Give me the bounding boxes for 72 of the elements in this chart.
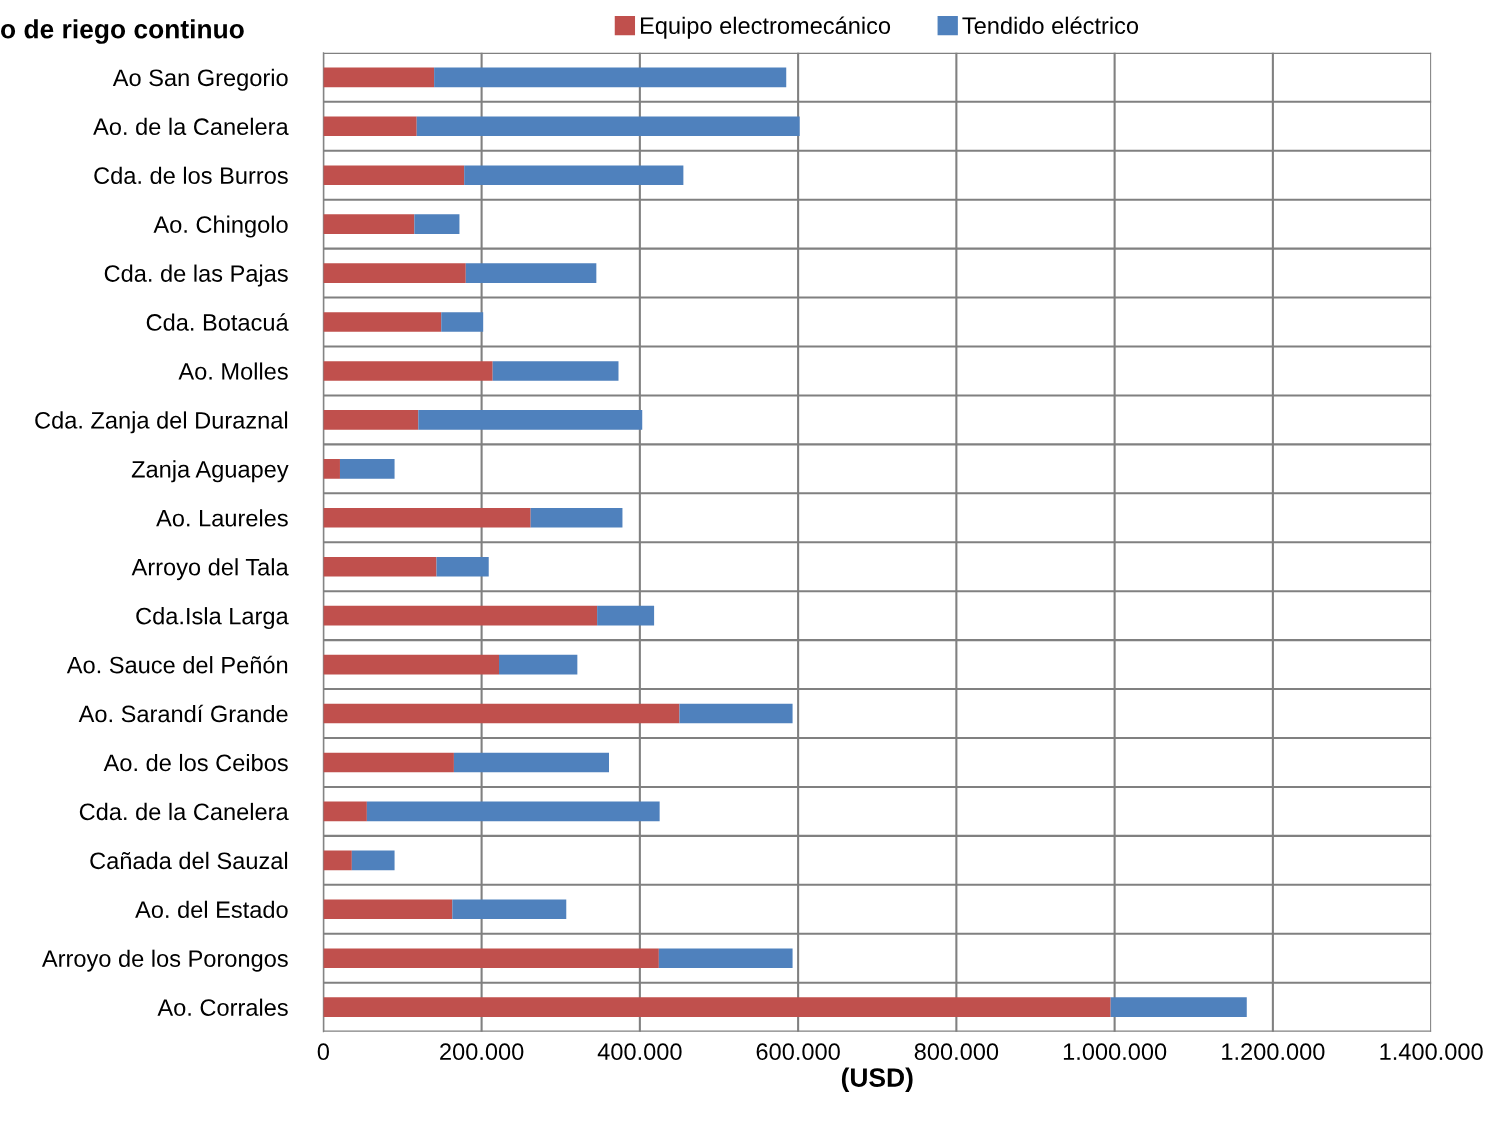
legend-label: Equipo electromecánico <box>640 16 891 39</box>
bar <box>464 165 684 186</box>
bar <box>434 67 787 88</box>
bar <box>530 507 623 528</box>
bar <box>323 507 531 528</box>
x-tick-label: 200.000 <box>440 1043 524 1061</box>
bar <box>465 263 597 283</box>
y-tick-label: Ao. Corrales <box>157 998 288 1016</box>
bar <box>323 997 1111 1017</box>
y-tick-label: Ao San Gregorio <box>112 68 288 91</box>
bar <box>323 752 454 773</box>
bar <box>323 948 659 969</box>
bar <box>323 899 453 920</box>
x-tick-label: 1.000.000 <box>1063 1043 1167 1061</box>
y-tick-label: Cda. de los Burros <box>94 166 288 185</box>
x-tick-label: 400.000 <box>597 1043 682 1061</box>
bar <box>323 361 493 381</box>
y-tick-label: Arroyo de los Porongos <box>41 949 288 972</box>
bar <box>323 850 352 871</box>
y-tick-label: Ao. Sarandí Grande <box>78 704 288 723</box>
y-tick-label: Cda. de las Pajas <box>104 264 288 287</box>
bar <box>499 654 578 675</box>
x-tick-label: 1.200.000 <box>1222 1043 1325 1061</box>
bar <box>323 459 340 479</box>
y-tick-label: Ao. Sauce del Peñón <box>66 655 288 674</box>
y-tick-label: Arroyo del Tala <box>131 558 289 581</box>
y-tick-label: Cda.Isla Larga <box>136 607 289 630</box>
y-tick-label: Ao. del Estado <box>135 900 288 919</box>
bar <box>416 116 800 137</box>
y-tick-label: Cda. Zanja del Duraznal <box>35 411 288 434</box>
bar <box>418 410 643 430</box>
bar <box>339 459 395 479</box>
y-tick-label: Ao. de los Ceibos <box>103 753 288 772</box>
y-tick-label: Ao. de la Canelera <box>93 117 289 136</box>
bar <box>436 556 489 577</box>
bar <box>414 214 460 234</box>
y-tick-label: Ao. Laureles <box>156 509 288 527</box>
bar <box>323 605 598 626</box>
bar <box>323 556 437 577</box>
bar <box>597 605 655 626</box>
bar <box>323 214 415 234</box>
x-axis-title: (USD) <box>841 1067 913 1093</box>
bar <box>323 410 419 430</box>
bar <box>441 312 484 332</box>
x-tick-label: 1.400.000 <box>1380 1043 1483 1061</box>
x-tick-label: 600.000 <box>756 1043 840 1061</box>
chart-title: o de riego continuo <box>1 19 244 44</box>
legend-label: Tendido eléctrico <box>962 16 1139 35</box>
bar <box>323 165 465 186</box>
bar <box>323 703 680 724</box>
bar <box>453 752 609 773</box>
y-tick-label: Zanja Aguapey <box>131 460 289 483</box>
bar <box>323 116 417 137</box>
y-tick-label: Cda. Botacuá <box>146 313 289 331</box>
y-tick-label: Ao. Molles <box>178 362 288 380</box>
y-tick-label: Cda. de la Canelera <box>79 802 289 821</box>
bar <box>351 850 395 871</box>
bar <box>366 801 660 822</box>
bar <box>492 361 619 381</box>
y-tick-label: Cañada del Sauzal <box>90 851 288 870</box>
bar <box>323 801 367 822</box>
y-tick-label: Ao. Chingolo <box>153 215 288 238</box>
bar <box>323 263 466 283</box>
bar <box>1110 997 1247 1017</box>
bar <box>679 703 793 724</box>
bar <box>323 312 442 332</box>
x-tick-label: 0 <box>317 1043 329 1061</box>
bar <box>323 67 435 88</box>
bar <box>658 948 793 969</box>
x-tick-label: 800.000 <box>914 1043 999 1061</box>
bar <box>323 654 500 675</box>
bar <box>452 899 567 920</box>
